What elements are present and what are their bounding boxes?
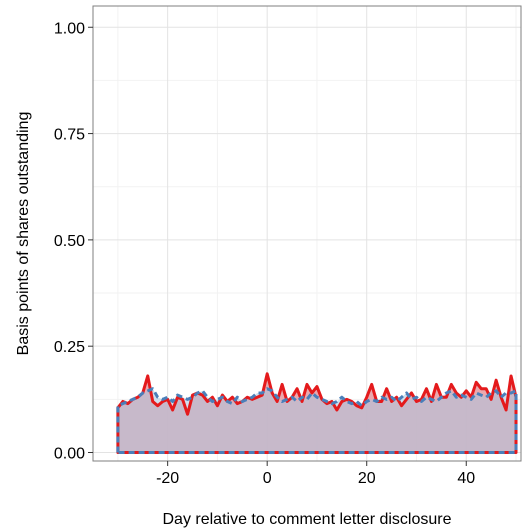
x-axis-ticks: -20 0 20 40	[156, 461, 475, 487]
x-axis-title: Day relative to comment letter disclosur…	[163, 511, 452, 528]
series-lines	[116, 372, 518, 454]
series-line-2	[116, 387, 518, 454]
y-tick-label: 0.75	[54, 127, 85, 144]
x-tick-label: 40	[457, 470, 475, 487]
y-axis-title: Basis points of shares outstanding	[15, 112, 32, 356]
x-tick-label: -20	[156, 470, 179, 487]
x-tick-label: 0	[263, 470, 272, 487]
y-tick-label: 0.50	[54, 233, 85, 250]
series-line-1	[116, 372, 518, 454]
y-tick-label: 0.25	[54, 339, 85, 356]
y-tick-label: 1.00	[54, 20, 85, 37]
x-tick-label: 20	[358, 470, 376, 487]
plot-panel-border	[92, 5, 522, 462]
y-tick-label: 0.00	[54, 445, 85, 462]
y-axis-ticks: 0.00 0.25 0.50 0.75 1.00	[54, 20, 93, 462]
